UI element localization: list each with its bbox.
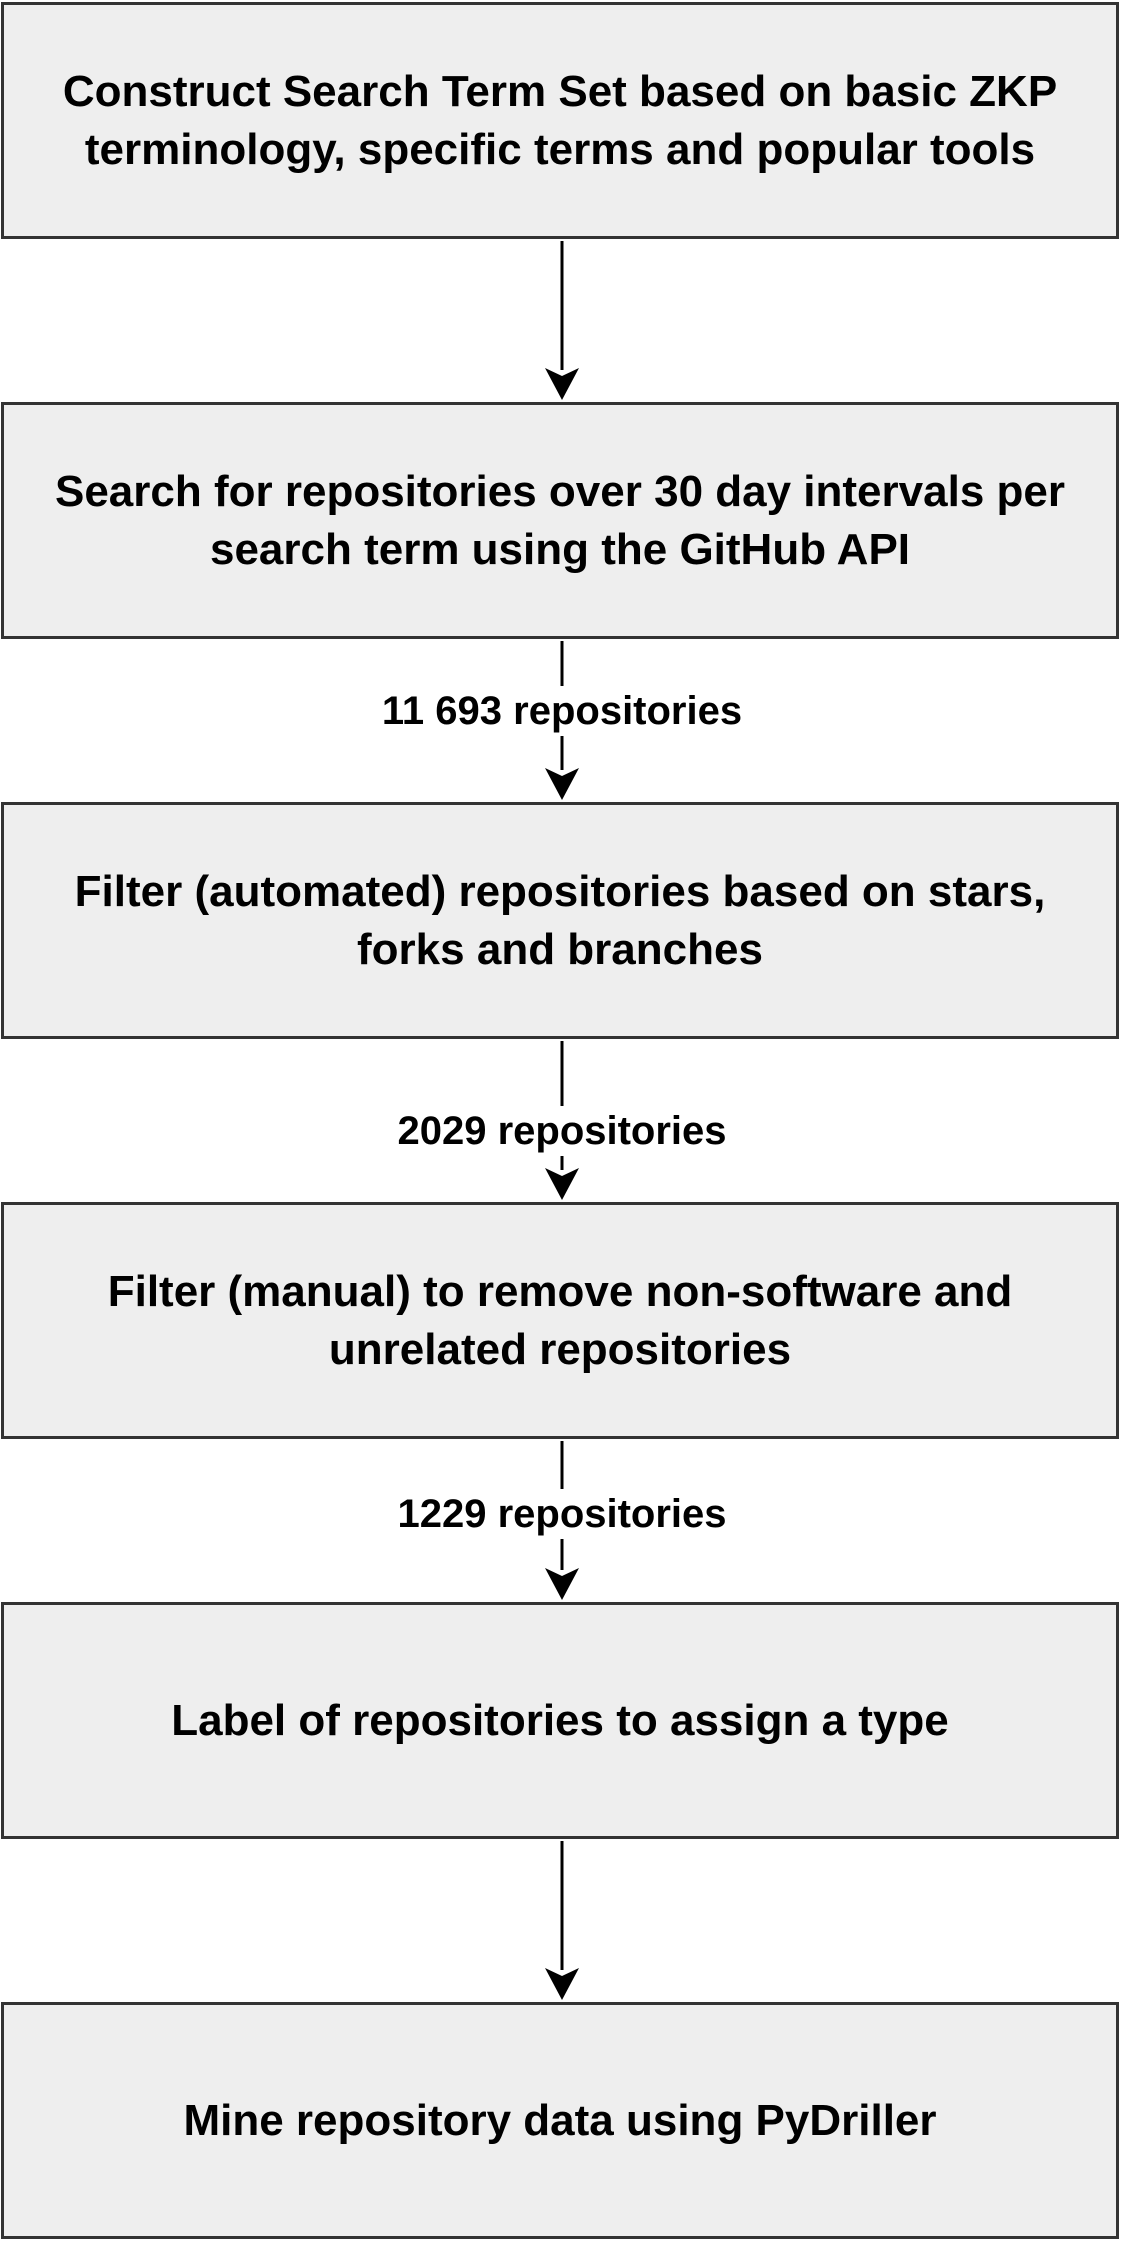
step-label: Filter (manual) to remove non-software a… xyxy=(107,1266,1013,1374)
step-construct-search-terms: Construct Search Term Set based on basic… xyxy=(1,2,1119,239)
arrow-4-to-5 xyxy=(545,1441,579,1600)
step-label: Construct Search Term Set based on basic… xyxy=(62,66,1058,174)
arrow-3-to-4 xyxy=(545,1041,579,1200)
step-filter-automated: Filter (automated) repositories based on… xyxy=(1,802,1119,1039)
step-mine-repository-data: Mine repository data using PyDriller xyxy=(1,2002,1119,2239)
step-label: Search for repositories over 30 day inte… xyxy=(54,466,1065,574)
arrow-1-to-2 xyxy=(545,241,579,400)
step-search-repositories: Search for repositories over 30 day inte… xyxy=(1,402,1119,639)
step-label-repositories: Label of repositories to assign a type xyxy=(1,1602,1119,1839)
step-label: Filter (automated) repositories based on… xyxy=(74,866,1046,974)
arrow-2-to-3 xyxy=(545,641,579,800)
step-filter-manual: Filter (manual) to remove non-software a… xyxy=(1,1202,1119,1439)
step-label: Mine repository data using PyDriller xyxy=(183,2095,937,2145)
step-label: Label of repositories to assign a type xyxy=(171,1695,949,1745)
arrow-5-to-6 xyxy=(545,1841,579,2000)
